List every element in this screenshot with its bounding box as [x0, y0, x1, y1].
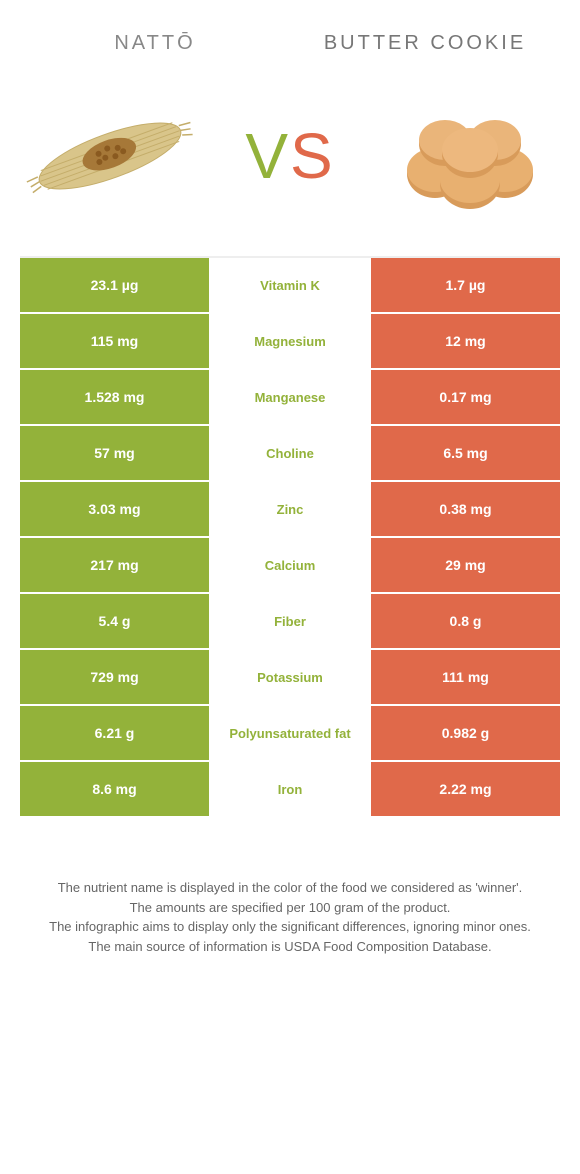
food-title-right: BUTTER COOKIE — [304, 30, 547, 56]
table-row: 3.03 mgZinc0.38 mg — [20, 482, 560, 538]
right-value: 29 mg — [371, 538, 560, 592]
nutrient-label: Iron — [209, 762, 371, 816]
table-row: 217 mgCalcium29 mg — [20, 538, 560, 594]
table-row: 1.528 mgManganese0.17 mg — [20, 370, 560, 426]
nutrient-label: Fiber — [209, 594, 371, 648]
table-row: 6.21 gPolyunsaturated fat0.982 g — [20, 706, 560, 762]
cookie-image — [380, 86, 560, 226]
left-value: 3.03 mg — [20, 482, 209, 536]
table-row: 729 mgPotassium111 mg — [20, 650, 560, 706]
right-value: 0.982 g — [371, 706, 560, 760]
nutrient-label: Polyunsaturated fat — [209, 706, 371, 760]
left-value: 57 mg — [20, 426, 209, 480]
right-value: 0.17 mg — [371, 370, 560, 424]
vs-label: VS — [245, 119, 334, 193]
nutrient-label: Manganese — [209, 370, 371, 424]
vs-v: V — [245, 120, 290, 192]
table-row: 5.4 gFiber0.8 g — [20, 594, 560, 650]
left-value: 1.528 mg — [20, 370, 209, 424]
table-row: 8.6 mgIron2.22 mg — [20, 762, 560, 818]
right-value: 0.8 g — [371, 594, 560, 648]
right-value: 2.22 mg — [371, 762, 560, 816]
footer-line: The nutrient name is displayed in the co… — [30, 878, 550, 898]
left-value: 8.6 mg — [20, 762, 209, 816]
right-value: 6.5 mg — [371, 426, 560, 480]
footer-line: The infographic aims to display only the… — [30, 917, 550, 937]
right-value: 111 mg — [371, 650, 560, 704]
table-row: 115 mgMagnesium12 mg — [20, 314, 560, 370]
food-title-left: NATTŌ — [34, 30, 277, 56]
nutrient-label: Choline — [209, 426, 371, 480]
table-row: 57 mgCholine6.5 mg — [20, 426, 560, 482]
left-value: 217 mg — [20, 538, 209, 592]
right-value: 0.38 mg — [371, 482, 560, 536]
header: NATTŌ BUTTER COOKIE — [0, 0, 580, 66]
footer-line: The amounts are specified per 100 gram o… — [30, 898, 550, 918]
table-row: 23.1 µgVitamin K1.7 µg — [20, 258, 560, 314]
nutrient-label: Zinc — [209, 482, 371, 536]
nutrient-label: Calcium — [209, 538, 371, 592]
vs-s: S — [290, 120, 335, 192]
nutrient-label: Vitamin K — [209, 258, 371, 312]
vs-row: VS — [0, 66, 580, 256]
natto-image — [20, 86, 200, 226]
nutrient-label: Magnesium — [209, 314, 371, 368]
right-value: 12 mg — [371, 314, 560, 368]
left-value: 729 mg — [20, 650, 209, 704]
left-value: 6.21 g — [20, 706, 209, 760]
footer-notes: The nutrient name is displayed in the co… — [30, 878, 550, 956]
comparison-table: 23.1 µgVitamin K1.7 µg115 mgMagnesium12 … — [20, 256, 560, 818]
left-value: 115 mg — [20, 314, 209, 368]
left-value: 23.1 µg — [20, 258, 209, 312]
left-value: 5.4 g — [20, 594, 209, 648]
nutrient-label: Potassium — [209, 650, 371, 704]
footer-line: The main source of information is USDA F… — [30, 937, 550, 957]
right-value: 1.7 µg — [371, 258, 560, 312]
